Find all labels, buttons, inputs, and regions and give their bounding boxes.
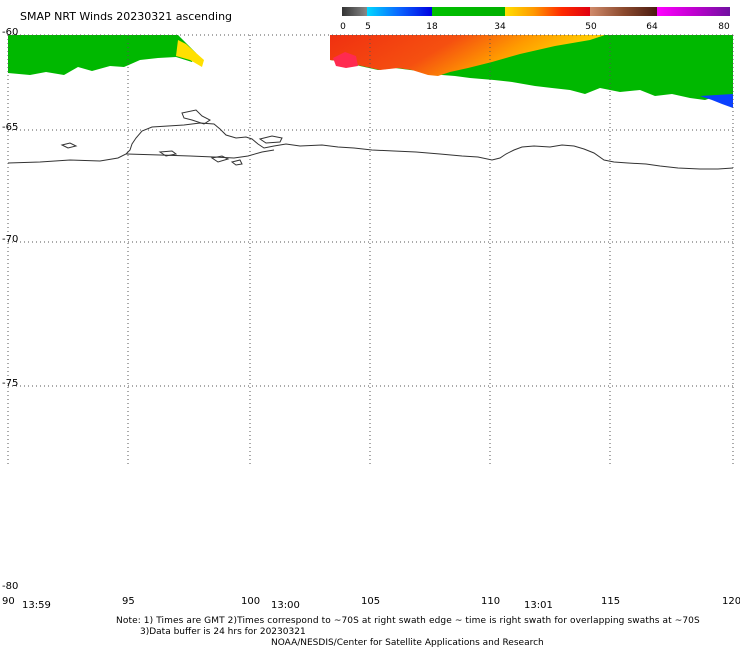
colorbar-tick-64: 64 — [646, 22, 658, 32]
wind-map — [7, 34, 734, 465]
colorbar-seg-4 — [590, 7, 657, 16]
lat-label-75: -75 — [2, 378, 19, 389]
coastline — [7, 109, 734, 170]
lon-label-90: 90 — [2, 596, 15, 607]
time-label-3: 13:01 — [524, 600, 553, 611]
island-6 — [230, 159, 243, 166]
colorbar-tick-5: 5 — [365, 22, 371, 32]
lat-label-80: -80 — [2, 581, 19, 592]
coastline-main — [7, 122, 734, 170]
island-3 — [210, 155, 230, 163]
swath-right-magenta-spot — [333, 52, 358, 68]
lat-label-60: -60 — [2, 27, 19, 38]
island-2 — [158, 150, 178, 157]
island-5 — [258, 135, 283, 144]
colorbar-seg-0 — [342, 7, 367, 16]
island-4 — [181, 109, 211, 125]
swath-right-blue-spot — [700, 94, 733, 108]
lon-label-105: 105 — [361, 596, 381, 607]
colorbar-seg-1 — [367, 7, 432, 16]
time-label-1: 13:59 — [22, 600, 51, 611]
lon-label-95: 95 — [122, 596, 135, 607]
colorbar-seg-5 — [657, 7, 730, 16]
colorbar-tick-0: 0 — [340, 22, 346, 32]
swath-left — [8, 35, 204, 75]
colorbar-tick-50: 50 — [585, 22, 597, 32]
island-1 — [60, 142, 78, 149]
note-line-3: NOAA/NESDIS/Center for Satellite Applica… — [271, 638, 544, 648]
lon-label-115: 115 — [601, 596, 621, 607]
lat-label-65: -65 — [2, 122, 19, 133]
note-line-2: 3)Data buffer is 24 hrs for 20230321 — [140, 627, 306, 637]
colorbar-tick-18: 18 — [426, 22, 438, 32]
lat-label-70: -70 — [2, 234, 19, 245]
colorbar-seg-3 — [505, 7, 590, 16]
swath-right-hot — [330, 35, 605, 76]
time-label-2: 13:00 — [271, 600, 300, 611]
lon-label-120: 120 — [722, 596, 740, 607]
colorbar-tick-34: 34 — [494, 22, 506, 32]
lon-label-110: 110 — [481, 596, 501, 607]
swath-left-green — [8, 35, 196, 75]
swath-left-yellow-edge — [176, 40, 204, 67]
swath-right — [330, 35, 733, 108]
grid — [7, 34, 734, 465]
lon-label-100: 100 — [241, 596, 261, 607]
map-title: SMAP NRT Winds 20230321 ascending — [20, 10, 233, 23]
colorbar-tick-80: 80 — [718, 22, 730, 32]
colorbar-seg-2 — [432, 7, 505, 16]
colorbar: 0 5 18 34 50 64 80 — [340, 0, 730, 34]
note-line-1: Note: 1) Times are GMT 2)Times correspon… — [116, 616, 700, 626]
coastline-inlet — [125, 149, 275, 159]
